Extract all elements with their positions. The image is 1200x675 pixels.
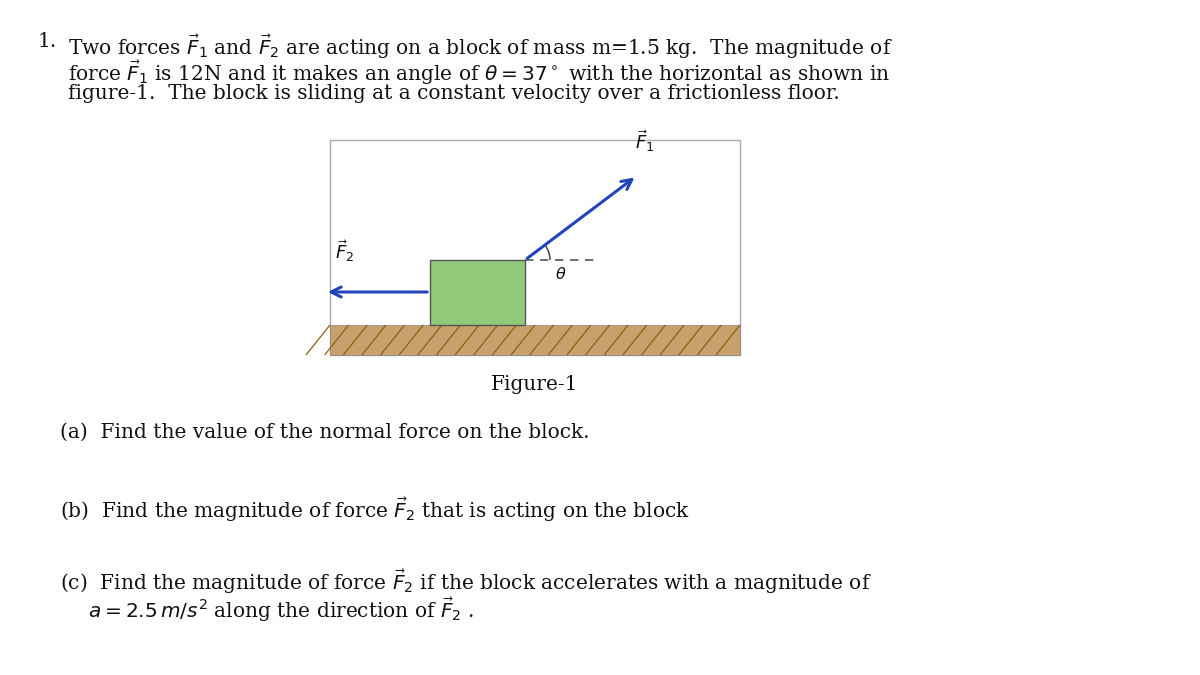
Text: (b)  Find the magnitude of force $\vec{F}_2$ that is acting on the block: (b) Find the magnitude of force $\vec{F}… — [60, 495, 690, 524]
Text: 1.: 1. — [38, 32, 58, 51]
Bar — [330, 325, 740, 355]
Text: $\theta$: $\theta$ — [554, 266, 566, 283]
Text: (c)  Find the magnitude of force $\vec{F}_2$ if the block accelerates with a mag: (c) Find the magnitude of force $\vec{F}… — [60, 567, 872, 595]
Text: $\vec{F}_2$: $\vec{F}_2$ — [335, 238, 354, 264]
Text: force $\vec{F}_1$ is 12N and it makes an angle of $\theta = 37^\circ$ with the h: force $\vec{F}_1$ is 12N and it makes an… — [68, 58, 890, 86]
Text: $a = 2.5\,m/s^2$ along the direction of $\vec{F}_2$ .: $a = 2.5\,m/s^2$ along the direction of … — [88, 595, 474, 624]
Text: $\vec{F}_1$: $\vec{F}_1$ — [635, 128, 654, 154]
Text: Two forces $\vec{F}_1$ and $\vec{F}_2$ are acting on a block of mass m=1.5 kg.  : Two forces $\vec{F}_1$ and $\vec{F}_2$ a… — [68, 32, 893, 61]
Bar — [430, 260, 526, 325]
Bar — [330, 140, 740, 355]
Text: (a)  Find the value of the normal force on the block.: (a) Find the value of the normal force o… — [60, 423, 589, 442]
Text: figure-1.  The block is sliding at a constant velocity over a frictionless floor: figure-1. The block is sliding at a cons… — [68, 84, 840, 103]
Text: Figure-1: Figure-1 — [491, 375, 578, 394]
